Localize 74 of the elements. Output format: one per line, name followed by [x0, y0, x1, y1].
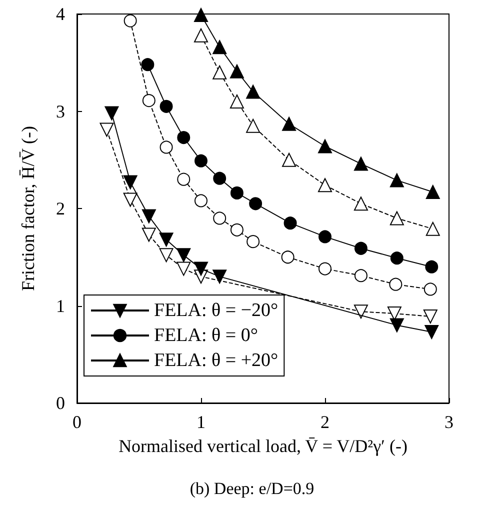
point [426, 222, 440, 236]
x-axis-title: Normalised vertical load, V̄ = V/D²γ′ (-) [118, 436, 408, 456]
point [123, 175, 138, 190]
point [100, 122, 114, 137]
point [230, 94, 244, 109]
point [354, 269, 368, 282]
point [212, 65, 227, 80]
point [160, 100, 173, 113]
point [389, 278, 402, 291]
point [424, 282, 437, 296]
point [104, 106, 119, 120]
point [423, 309, 438, 324]
text: (b) Deep: e/D=0.9 [190, 479, 314, 498]
point [284, 216, 297, 230]
x-tick-label: 3 [444, 412, 454, 432]
point [194, 262, 208, 276]
point [354, 304, 368, 319]
point [213, 172, 226, 185]
point [177, 172, 190, 186]
point [282, 152, 296, 167]
point [123, 192, 138, 207]
point [213, 212, 226, 225]
point [318, 178, 332, 192]
point [424, 325, 439, 340]
y-axis-title: Friction factor, H̄/V̄ (-) [18, 126, 38, 291]
point [176, 248, 191, 262]
point [354, 242, 368, 255]
y-tick-label: 0 [56, 393, 65, 413]
point [159, 248, 174, 262]
point [318, 262, 332, 276]
point [142, 94, 156, 108]
y-tick-label: 3 [56, 101, 65, 122]
point [390, 211, 404, 226]
point [160, 140, 173, 154]
x-tick-label: 0 [72, 412, 82, 432]
x-tick-label: 2 [320, 412, 330, 432]
point [318, 139, 332, 154]
point [194, 194, 208, 208]
point [194, 8, 208, 22]
point [390, 318, 404, 332]
point [194, 154, 208, 168]
point [194, 28, 208, 42]
point [177, 131, 190, 144]
point [281, 250, 294, 264]
point [426, 184, 440, 199]
point [159, 232, 174, 247]
y-tick-label: 2 [56, 198, 65, 218]
y-tick-label: 1 [56, 296, 65, 316]
legend-label: FELA: θ = −20° [154, 300, 278, 321]
point [212, 40, 227, 54]
point [354, 196, 368, 211]
point [230, 64, 244, 78]
point [354, 156, 368, 171]
point [230, 186, 244, 200]
point [425, 260, 438, 274]
point [246, 235, 260, 248]
point [142, 228, 156, 242]
point [176, 262, 191, 276]
point [142, 209, 156, 224]
point [230, 223, 244, 236]
legend-label: FELA: θ = +20° [154, 350, 278, 371]
point [249, 197, 262, 210]
legend-label: FELA: θ = 0° [154, 325, 258, 346]
x-tick-label: 1 [196, 412, 206, 432]
point [212, 270, 227, 284]
point [390, 173, 404, 188]
y-tick-label: 4 [56, 4, 65, 24]
point [282, 116, 296, 131]
point [246, 84, 260, 99]
point [318, 230, 332, 244]
point [390, 252, 404, 265]
point [141, 58, 154, 72]
point [124, 14, 137, 28]
point [246, 118, 260, 133]
